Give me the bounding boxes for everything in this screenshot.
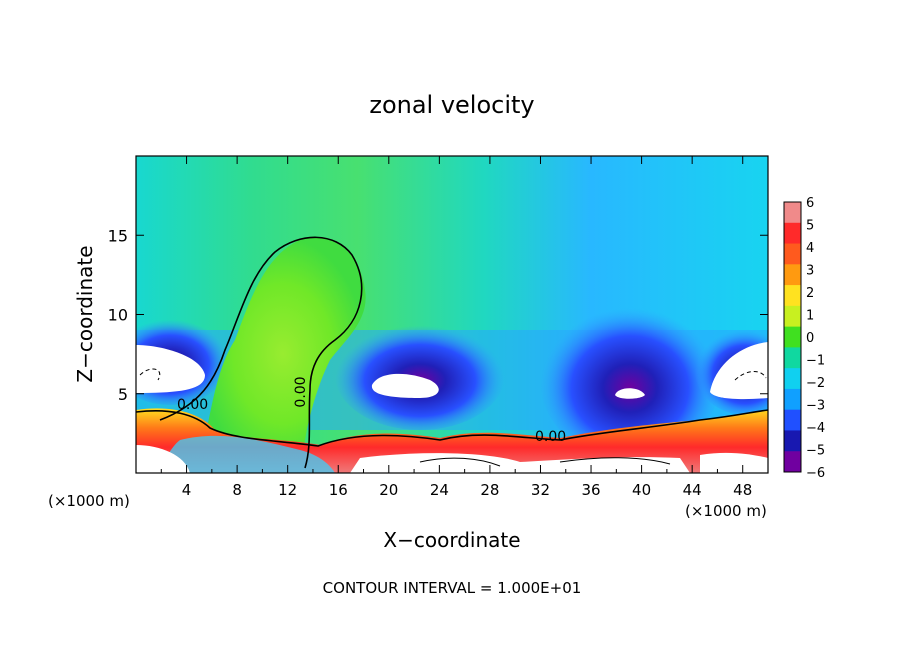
colorbar-tick-label: −1 — [806, 354, 825, 369]
colorbar-swatch — [784, 326, 801, 348]
y-axis-ticks: 5 10 15 — [108, 226, 768, 404]
zero-contour-surface — [136, 409, 768, 447]
colorbar-swatch — [784, 305, 801, 328]
x-tick-label: 40 — [632, 481, 651, 499]
surface-white-east — [700, 452, 768, 473]
x-tick-label: 12 — [278, 481, 297, 499]
x-units-right: (×1000 m) — [685, 502, 767, 520]
y-tick-label: 15 — [108, 226, 128, 245]
colorbar-swatch — [784, 264, 801, 286]
colorbar-tick-label: 3 — [806, 264, 814, 279]
colorbar-tick-label: −5 — [806, 444, 825, 459]
contour-label: 0.00 — [293, 376, 309, 407]
colorbar-frame — [783, 201, 802, 473]
x-tick-label: 16 — [329, 481, 348, 499]
colorbar-tick-label: −2 — [806, 376, 825, 391]
dashed-contour-west — [139, 368, 161, 381]
dashed-contour-east — [734, 371, 767, 381]
surface-green-gap — [160, 435, 335, 473]
colorbar: 6 5 4 3 2 1 0 −1 −2 −3 −4 −5 −6 — [783, 196, 825, 481]
contour-label: 0.00 — [535, 429, 566, 445]
surface-white-west — [136, 445, 190, 473]
white-region-east — [615, 388, 645, 399]
solid-contour-ground — [419, 457, 671, 467]
negative-core-center — [335, 320, 505, 430]
colorbar-swatch — [784, 243, 801, 265]
colorbar-swatch — [784, 409, 801, 431]
colorbar-swatch — [784, 222, 801, 245]
plot-area: 0.00 0.00 0.00 — [136, 156, 768, 473]
colorbar-swatch — [784, 202, 801, 224]
x-tick-label: 48 — [733, 481, 752, 499]
colorbar-swatch — [784, 285, 801, 307]
colorbar-tick-label: −4 — [806, 421, 825, 436]
positive-plume — [200, 237, 366, 470]
colorbar-tick-label: 6 — [806, 196, 814, 211]
x-axis-ticks: 4 8 12 16 20 24 28 32 36 40 44 48 — [160, 156, 752, 499]
contour-label: 0.00 — [177, 397, 208, 413]
contour-interval-footer: CONTOUR INTERVAL = 1.000E+01 — [323, 579, 582, 597]
colorbar-tick-label: −6 — [806, 466, 825, 481]
x-tick-label: 44 — [683, 481, 702, 499]
x-tick-label: 4 — [182, 481, 192, 499]
x-tick-label: 8 — [232, 481, 242, 499]
colorbar-tick-label: 0 — [806, 331, 814, 346]
colorbar-swatch — [784, 388, 801, 411]
x-tick-label: 32 — [531, 481, 550, 499]
y-tick-label: 10 — [108, 306, 128, 325]
x-axis-label: X−coordinate — [383, 528, 520, 552]
colorbar-tick-label: −3 — [806, 399, 825, 414]
y-tick-label: 5 — [118, 385, 128, 404]
x-tick-label: 28 — [480, 481, 499, 499]
colorbar-tick-label: 4 — [806, 241, 814, 256]
colorbar-swatch — [784, 347, 801, 369]
chart-title: zonal velocity — [369, 91, 534, 119]
white-region-far-east — [710, 342, 768, 400]
colorbar-swatch — [784, 451, 801, 473]
white-region-center — [371, 373, 439, 398]
y-axis-label: Z−coordinate — [73, 245, 97, 382]
colorbar-tick-label: 1 — [806, 309, 814, 324]
x-tick-label: 24 — [430, 481, 449, 499]
x-tick-label: 20 — [379, 481, 398, 499]
white-region-west — [136, 345, 205, 393]
colorbar-swatch — [784, 430, 801, 452]
colorbar-swatch — [784, 368, 801, 390]
colorbar-tick-label: 5 — [806, 219, 814, 234]
zero-contour-plume — [159, 236, 363, 469]
colorbar-tick-label: 2 — [806, 286, 814, 301]
negative-core-east — [540, 300, 720, 460]
x-units-left: (×1000 m) — [48, 492, 130, 510]
x-tick-label: 36 — [581, 481, 600, 499]
